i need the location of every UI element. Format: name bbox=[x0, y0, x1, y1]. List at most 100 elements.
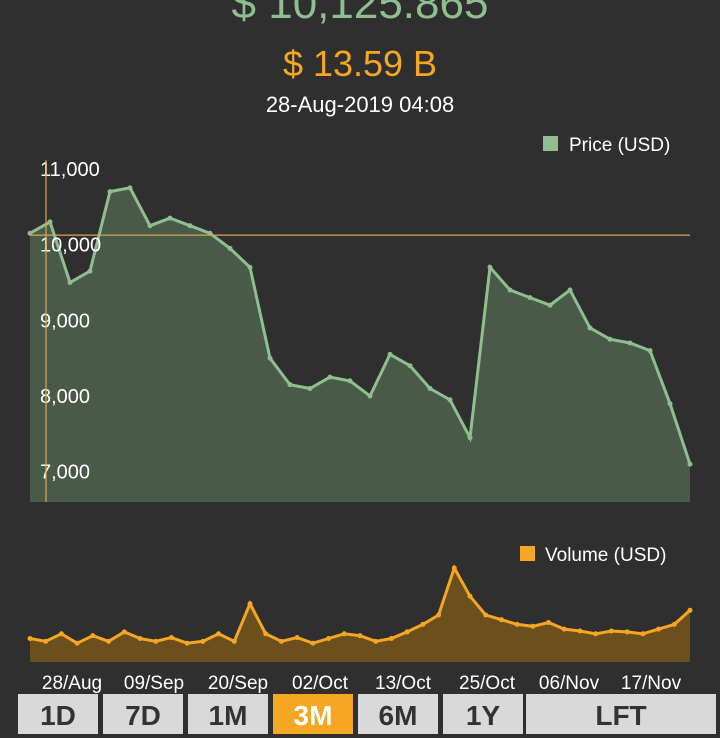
price-point bbox=[127, 185, 133, 191]
timestamp: 28-Aug-2019 04:08 bbox=[265, 92, 455, 117]
price-point bbox=[407, 363, 413, 369]
x-tick-label: 02/Oct bbox=[292, 673, 349, 694]
price-point bbox=[67, 279, 73, 285]
range-tabs: 1D 7D 1M 3M 6M 1Y LFT bbox=[0, 694, 720, 734]
price-point bbox=[227, 245, 233, 251]
price-point bbox=[387, 351, 393, 357]
volume-point bbox=[373, 638, 379, 644]
price-chart[interactable]: 11,000 10,000 9,000 8,000 7,000 Price (USD) bbox=[0, 0, 720, 520]
price-point bbox=[347, 378, 353, 384]
price-legend-label: Price (USD) bbox=[569, 135, 670, 156]
volume-headline: $ 13.59 B bbox=[282, 43, 438, 84]
price-point bbox=[607, 336, 613, 342]
y-tick-label: 9,000 bbox=[40, 310, 90, 332]
x-tick-label: 09/Sep bbox=[124, 673, 184, 694]
volume-point bbox=[546, 620, 552, 626]
tab-1y[interactable]: 1Y bbox=[443, 694, 523, 734]
volume-point bbox=[58, 631, 64, 637]
price-area bbox=[30, 187, 690, 503]
volume-point bbox=[498, 617, 504, 623]
x-tick-label: 06/Nov bbox=[539, 673, 600, 694]
x-tick-label: 20/Sep bbox=[208, 673, 268, 694]
volume-point bbox=[483, 612, 489, 618]
price-point bbox=[687, 461, 693, 467]
current-price: $ 10,125.865 bbox=[231, 0, 489, 28]
y-tick-label: 10,000 bbox=[40, 235, 101, 257]
volume-point bbox=[231, 638, 237, 644]
volume-point bbox=[671, 621, 677, 627]
volume-point bbox=[530, 623, 536, 629]
volume-point bbox=[608, 628, 614, 634]
volume-point bbox=[624, 629, 630, 635]
price-point bbox=[267, 355, 273, 361]
x-tick-label: 25/Oct bbox=[459, 673, 516, 694]
volume-point bbox=[74, 640, 80, 646]
x-tick-label: 28/Aug bbox=[42, 673, 102, 694]
price-point bbox=[647, 348, 653, 354]
volume-line bbox=[29, 564, 692, 645]
volume-point bbox=[27, 636, 33, 641]
price-point bbox=[427, 385, 433, 391]
price-point bbox=[487, 264, 493, 270]
x-tick-label: 17/Nov bbox=[621, 673, 682, 694]
volume-point bbox=[404, 629, 410, 635]
volume-point bbox=[326, 636, 332, 641]
volume-point bbox=[200, 638, 206, 644]
volume-point bbox=[43, 638, 49, 644]
price-point bbox=[467, 435, 473, 441]
price-point bbox=[247, 264, 253, 270]
price-point bbox=[627, 340, 633, 346]
tab-lft[interactable]: LFT bbox=[526, 694, 716, 734]
price-point bbox=[147, 223, 153, 229]
volume-point bbox=[106, 638, 112, 644]
volume-point bbox=[420, 621, 426, 627]
volume-point bbox=[593, 631, 599, 637]
volume-point bbox=[436, 612, 442, 618]
tab-1m[interactable]: 1M bbox=[188, 694, 268, 734]
volume-point bbox=[90, 633, 96, 639]
volume-point bbox=[561, 626, 567, 632]
volume-area bbox=[30, 568, 690, 662]
price-point bbox=[307, 385, 313, 391]
volume-point bbox=[388, 636, 394, 641]
volume-point bbox=[577, 628, 583, 634]
price-point bbox=[87, 268, 93, 274]
price-point bbox=[367, 393, 373, 399]
volume-chart: Volume (USD) 28/Aug 09/Sep 20/Sep 02/Oct 13/O… bbox=[27, 545, 693, 694]
price-point bbox=[47, 219, 53, 225]
price-point bbox=[187, 223, 193, 229]
volume-point bbox=[184, 640, 190, 646]
price-line bbox=[29, 186, 692, 465]
volume-point bbox=[357, 633, 363, 639]
tab-6m[interactable]: 6M bbox=[358, 694, 438, 734]
volume-point bbox=[514, 621, 520, 627]
price-point bbox=[107, 189, 113, 195]
price-point bbox=[327, 374, 333, 380]
y-tick-label: 11,000 bbox=[40, 159, 100, 181]
volume-point bbox=[153, 638, 159, 644]
volume-point bbox=[216, 631, 222, 637]
price-point bbox=[527, 295, 533, 301]
volume-point bbox=[247, 601, 253, 607]
tab-3m[interactable]: 3M bbox=[273, 694, 353, 734]
tab-1d[interactable]: 1D bbox=[18, 694, 98, 734]
volume-point bbox=[263, 631, 269, 637]
y-tick-label: 8,000 bbox=[40, 386, 90, 408]
volume-legend-swatch bbox=[520, 546, 535, 561]
volume-point bbox=[310, 640, 316, 646]
price-point bbox=[587, 325, 593, 331]
tab-7d[interactable]: 7D bbox=[103, 694, 183, 734]
price-point bbox=[167, 215, 173, 221]
price-point bbox=[507, 287, 513, 293]
price-point bbox=[667, 401, 673, 407]
volume-point bbox=[687, 607, 693, 613]
y-tick-label: 7,000 bbox=[40, 462, 90, 484]
volume-point bbox=[341, 631, 347, 637]
price-point bbox=[547, 302, 553, 308]
volume-point bbox=[168, 635, 174, 641]
price-point bbox=[567, 287, 573, 293]
x-tick-label: 13/Oct bbox=[375, 673, 432, 694]
volume-point bbox=[294, 635, 300, 641]
price-point bbox=[447, 397, 453, 403]
price-point bbox=[287, 382, 293, 388]
